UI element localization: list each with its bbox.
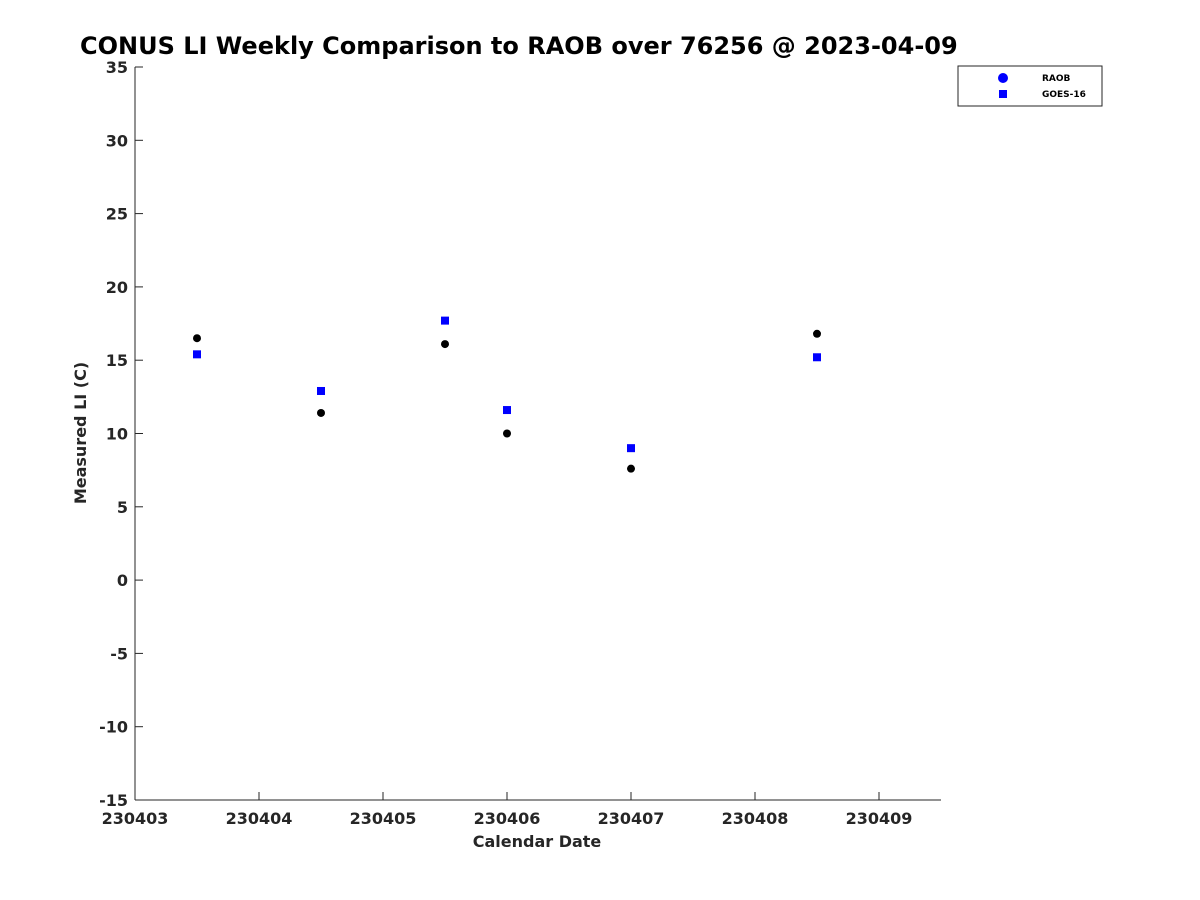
goes16-point <box>813 353 821 362</box>
y-tick-label: 20 <box>106 278 128 297</box>
y-tick-label: -15 <box>99 791 128 810</box>
raob-point <box>193 334 201 343</box>
x-tick-label: 230407 <box>598 809 665 828</box>
raob-point <box>317 408 325 417</box>
y-axis-label: Measured LI (C) <box>71 362 90 504</box>
y-tick-label: 15 <box>106 351 128 370</box>
chart-title: CONUS LI Weekly Comparison to RAOB over … <box>80 32 958 60</box>
y-tick-label: -5 <box>110 644 128 663</box>
x-tick-label: 230403 <box>102 809 169 828</box>
data-marks <box>193 316 821 473</box>
legend-box <box>957 65 1103 107</box>
raob-point <box>441 340 449 349</box>
goes16-point <box>317 386 325 395</box>
legend-goes16-marker <box>999 90 1007 98</box>
legend-label: RAOB <box>1042 74 1071 84</box>
y-tick-label: -10 <box>99 718 128 737</box>
legend-label: GOES-16 <box>1042 90 1086 100</box>
goes16-point <box>627 444 635 453</box>
legend: RAOB GOES-16 <box>957 65 1103 107</box>
y-tick-label: 0 <box>117 571 128 590</box>
x-tick-label: 230408 <box>722 809 789 828</box>
y-tick-label: 10 <box>106 425 128 444</box>
goes16-point <box>503 406 511 415</box>
y-tick-label: 30 <box>106 131 128 150</box>
raob-point <box>813 329 821 338</box>
y-tick-label: 5 <box>117 498 128 517</box>
x-tick-label: 230409 <box>846 809 913 828</box>
goes16-point <box>441 316 449 325</box>
x-tick-label: 230404 <box>226 809 293 828</box>
y-tick-label: 35 <box>106 58 128 77</box>
y-tick-label: 25 <box>106 205 128 224</box>
raob-point <box>503 429 511 438</box>
x-axis-label: Calendar Date <box>473 832 602 851</box>
raob-point <box>627 464 635 473</box>
goes16-point <box>193 350 201 359</box>
x-tick-label: 230405 <box>350 809 417 828</box>
legend-raob-marker <box>998 73 1008 83</box>
x-tick-label: 230406 <box>474 809 541 828</box>
